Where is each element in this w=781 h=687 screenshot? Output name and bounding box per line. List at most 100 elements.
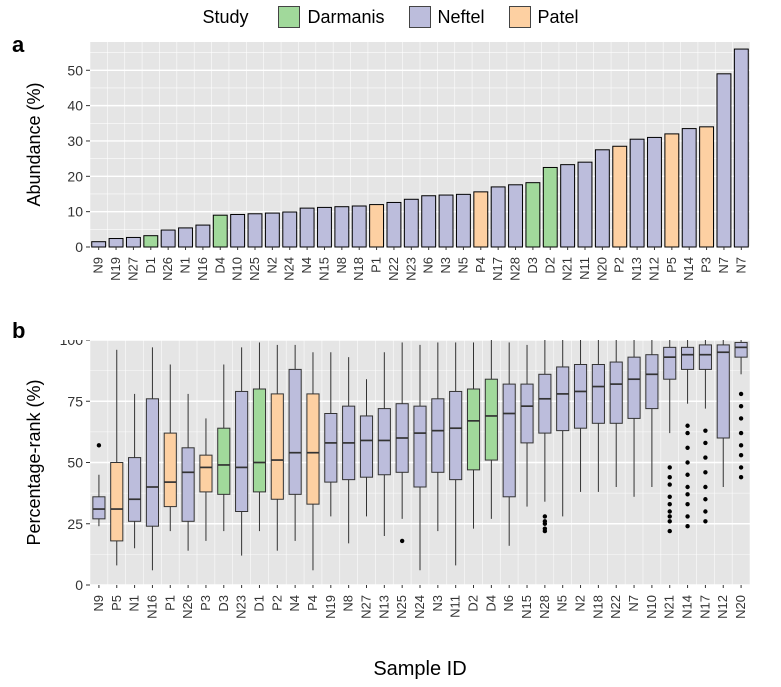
box-D2 (467, 389, 479, 470)
svg-text:N26: N26 (180, 595, 195, 619)
box-N5 (557, 367, 569, 431)
svg-text:N7: N7 (716, 257, 731, 274)
svg-text:N12: N12 (646, 257, 661, 281)
svg-text:N13: N13 (376, 595, 391, 619)
svg-text:N26: N26 (160, 257, 175, 281)
svg-text:N20: N20 (733, 595, 748, 619)
bar-N6 (422, 196, 436, 247)
bar-N24 (283, 212, 297, 247)
box-N2 (574, 365, 586, 429)
svg-text:D4: D4 (212, 257, 227, 274)
legend-swatch-darmanis (278, 6, 300, 28)
legend-swatch-patel (509, 6, 531, 28)
box-P2 (271, 394, 283, 499)
svg-text:N2: N2 (264, 257, 279, 274)
svg-text:P3: P3 (198, 595, 213, 611)
bar-D2 (543, 167, 557, 247)
svg-text:N1: N1 (127, 595, 142, 612)
bar-N11 (578, 162, 592, 247)
svg-text:20: 20 (67, 168, 83, 184)
svg-text:N28: N28 (508, 257, 523, 281)
box-N15 (521, 384, 533, 443)
svg-text:N23: N23 (234, 595, 249, 619)
svg-text:40: 40 (67, 98, 83, 114)
svg-text:N19: N19 (108, 257, 123, 281)
box-N27 (360, 416, 372, 477)
box-P3 (200, 455, 212, 492)
bar-N18 (352, 206, 366, 247)
svg-text:N12: N12 (715, 595, 730, 619)
box-D3 (218, 428, 230, 494)
bar-D3 (526, 183, 540, 247)
svg-text:P2: P2 (612, 257, 627, 273)
svg-text:N2: N2 (573, 595, 588, 612)
svg-text:N10: N10 (644, 595, 659, 619)
svg-text:N27: N27 (125, 257, 140, 281)
svg-text:Percentage-rank (%): Percentage-rank (%) (24, 379, 44, 545)
box-N7 (628, 357, 640, 418)
svg-text:Abundance (%): Abundance (%) (24, 82, 44, 206)
svg-text:D1: D1 (251, 595, 266, 612)
svg-text:P4: P4 (305, 595, 320, 611)
svg-text:N14: N14 (681, 257, 696, 281)
svg-text:N21: N21 (662, 595, 677, 619)
bar-N16 (196, 225, 210, 247)
box-N10 (646, 355, 658, 409)
legend-label-neftel: Neftel (438, 7, 485, 28)
svg-text:N16: N16 (144, 595, 159, 619)
box-N6 (503, 384, 515, 497)
box-D1 (253, 389, 265, 492)
svg-text:N8: N8 (334, 257, 349, 274)
svg-text:N22: N22 (608, 595, 623, 619)
box-P4 (307, 394, 319, 504)
bar-N9 (92, 242, 106, 247)
bar-N14 (682, 129, 696, 247)
box-N16 (146, 399, 158, 526)
svg-text:N1: N1 (178, 257, 193, 274)
svg-text:P5: P5 (664, 257, 679, 273)
legend-item-darmanis: Darmanis (278, 6, 384, 28)
svg-text:10: 10 (67, 204, 83, 220)
bar-N7a (717, 74, 731, 247)
box-N26 (182, 448, 194, 522)
bar-N19 (109, 239, 123, 247)
box-D4 (485, 379, 497, 460)
bar-N27 (126, 237, 140, 247)
box-N14 (682, 347, 694, 369)
legend-item-patel: Patel (509, 6, 579, 28)
bar-N7 (734, 49, 748, 247)
legend: Study Darmanis Neftel Patel (0, 6, 781, 28)
figure-root: { "legend": { "title": "Study", "items":… (0, 0, 781, 687)
bar-N21 (561, 165, 575, 247)
bar-P4 (474, 192, 488, 247)
bar-N25 (248, 214, 262, 247)
bar-N10 (231, 214, 245, 247)
bar-N22 (387, 202, 401, 247)
svg-text:N9: N9 (91, 595, 106, 612)
svg-text:N25: N25 (247, 257, 262, 281)
svg-text:N27: N27 (358, 595, 373, 619)
svg-text:N11: N11 (448, 595, 463, 618)
svg-text:N17: N17 (490, 257, 505, 281)
bar-N8 (335, 207, 349, 247)
bar-N28 (509, 185, 523, 247)
x-axis-label: Sample ID (373, 658, 466, 680)
box-N23 (236, 391, 248, 511)
svg-text:N3: N3 (430, 595, 445, 612)
svg-text:N4: N4 (287, 595, 302, 612)
panel-a-chart: 01020304050Abundance (%)N9N19N27D1N26N1N… (20, 42, 760, 307)
svg-text:N13: N13 (629, 257, 644, 281)
svg-text:P5: P5 (109, 595, 124, 611)
svg-text:N10: N10 (230, 257, 245, 281)
legend-item-neftel: Neftel (409, 6, 485, 28)
svg-text:50: 50 (67, 62, 83, 78)
svg-text:N6: N6 (421, 257, 436, 274)
bar-D4 (213, 215, 227, 247)
svg-text:P4: P4 (473, 257, 488, 273)
svg-text:75: 75 (67, 393, 83, 409)
svg-text:N9: N9 (91, 257, 106, 274)
svg-text:N21: N21 (560, 257, 575, 281)
bar-P1 (370, 205, 384, 247)
panel-b-chart: 0255075100Percentage-rank (%)N9P5N1N16P1… (20, 340, 760, 645)
svg-text:N23: N23 (403, 257, 418, 281)
